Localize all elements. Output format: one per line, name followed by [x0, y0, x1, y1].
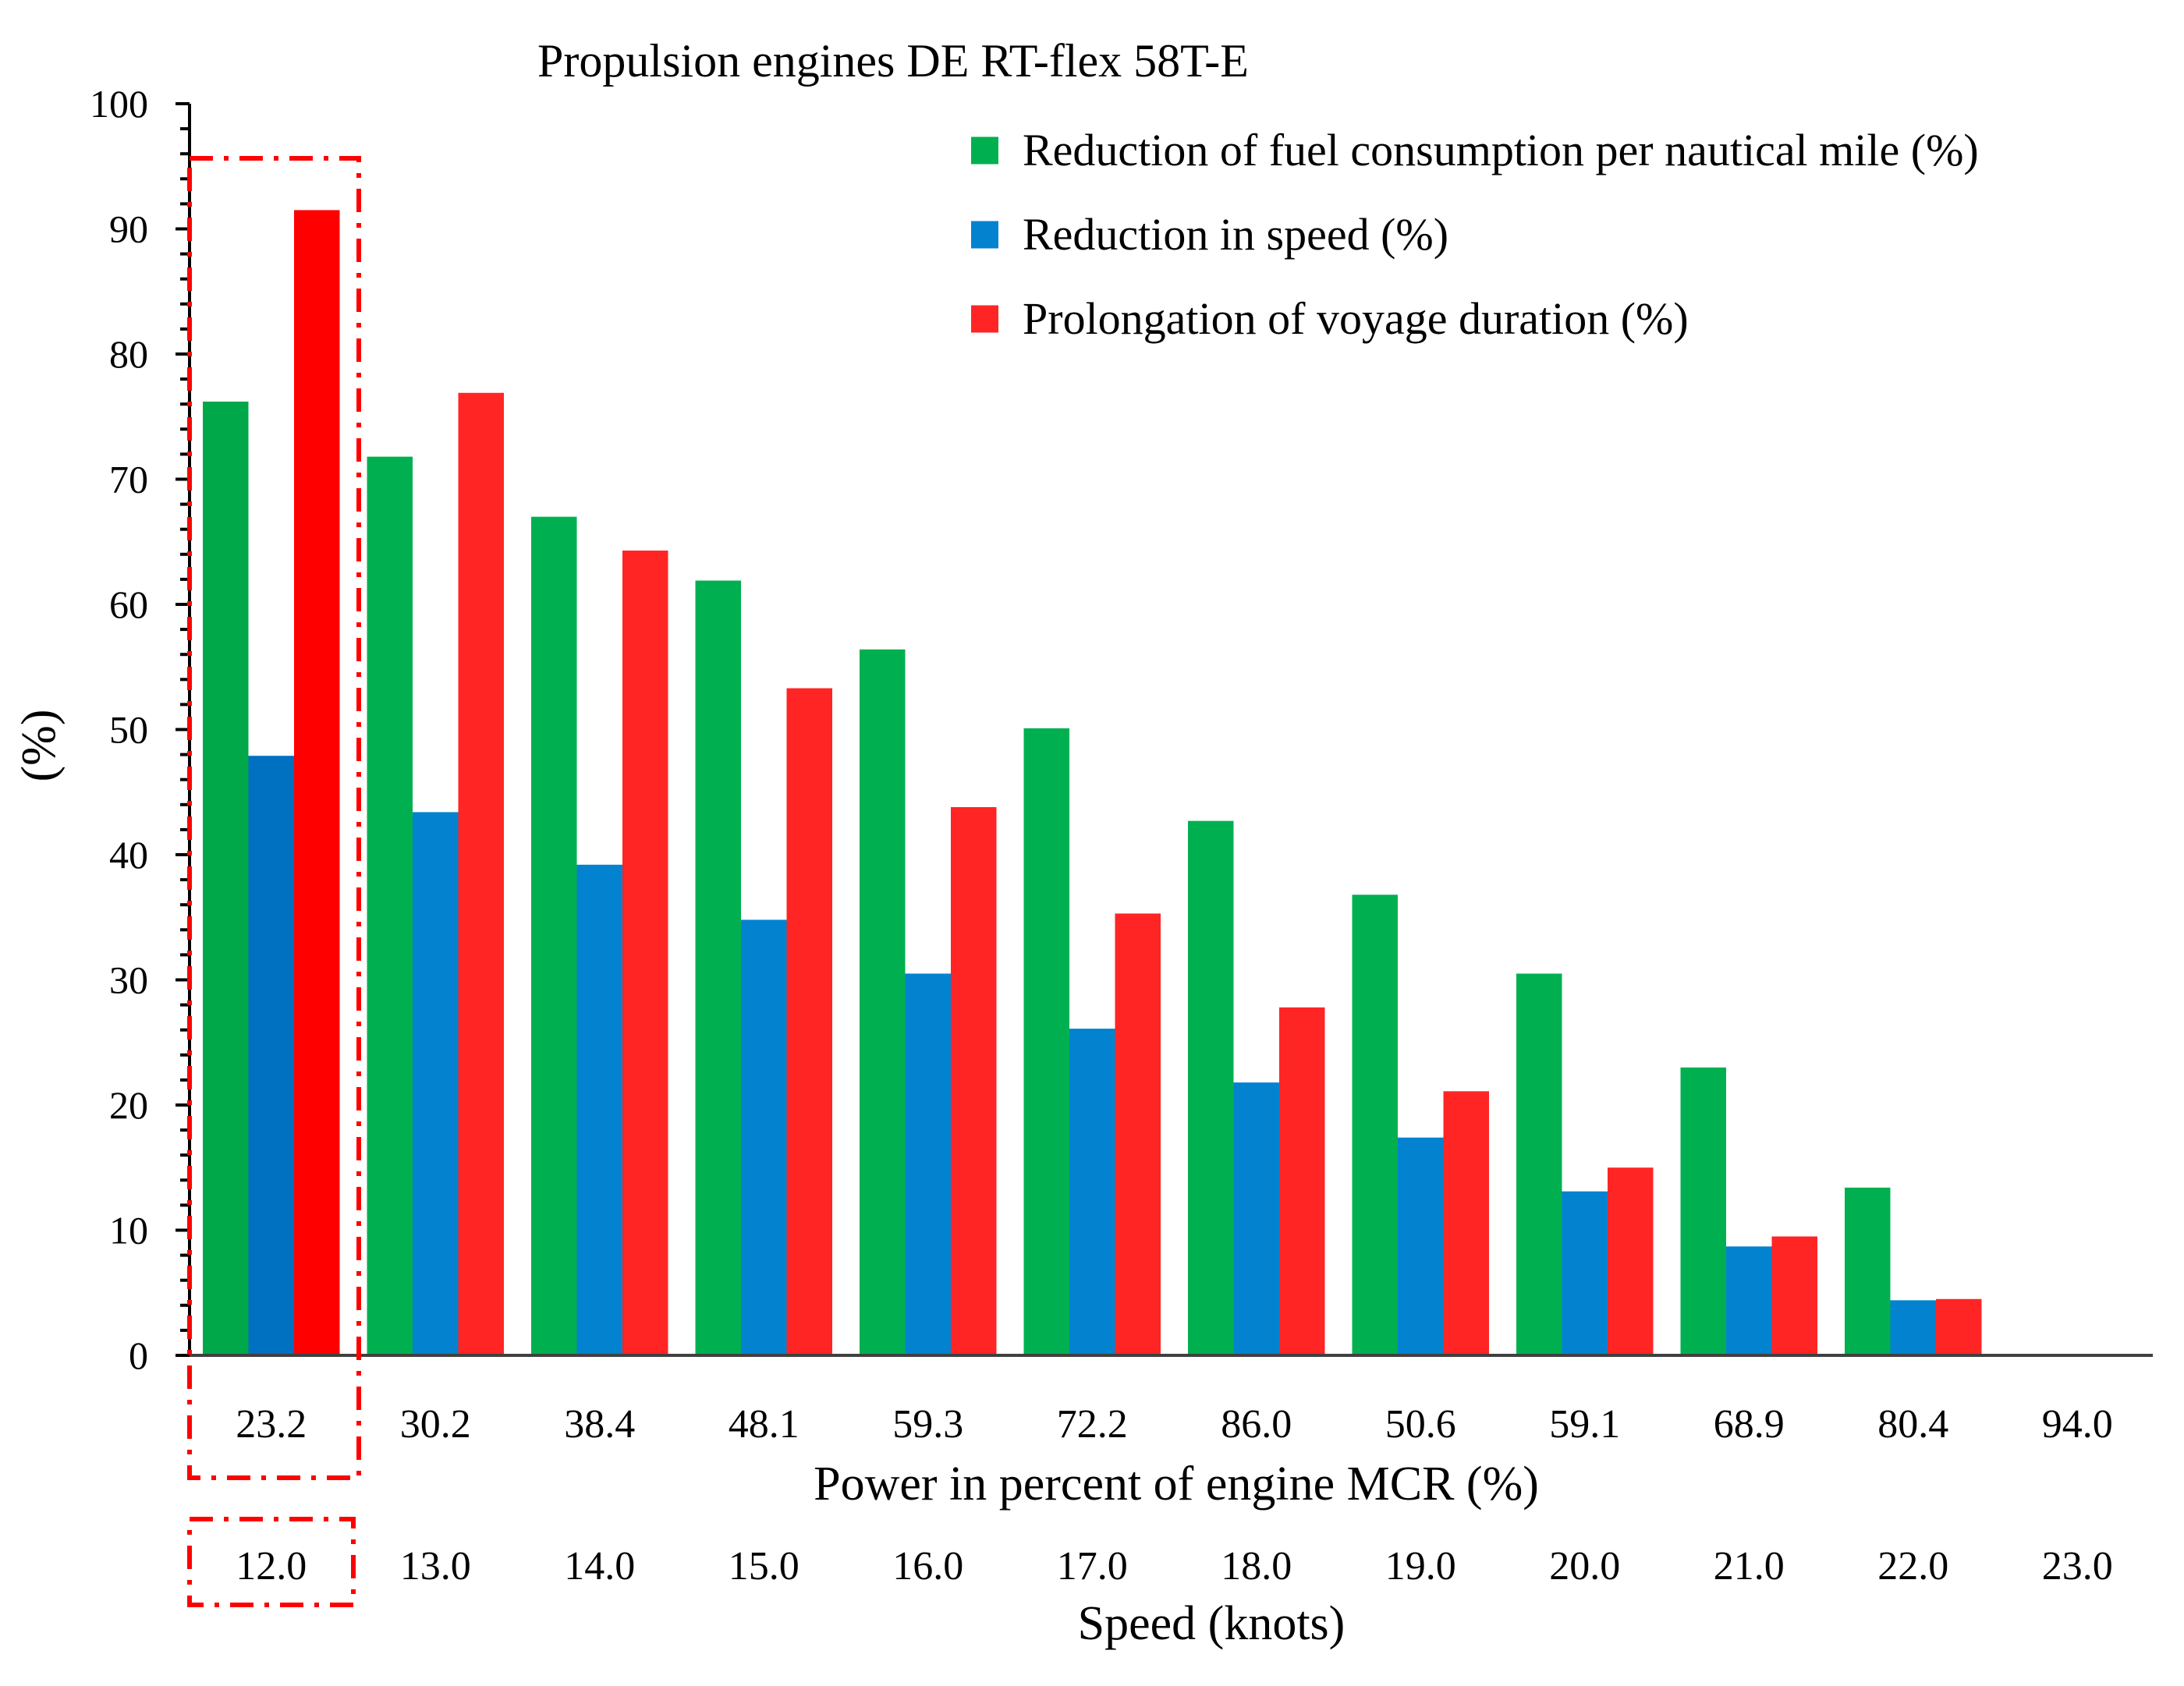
bar-series-1-38.4 — [531, 516, 577, 1355]
y-tick-label: 60 — [109, 583, 148, 626]
x-tick-label: 86.0 — [1221, 1402, 1292, 1447]
bar-series-2-68.9 — [1726, 1246, 1772, 1355]
x-tick-label: 38.4 — [564, 1402, 635, 1447]
y-tick-label: 100 — [90, 82, 148, 126]
secondary-x-tick-label: 13.0 — [400, 1544, 471, 1589]
bar-series-3-48.1 — [786, 688, 832, 1355]
y-tick-label: 50 — [109, 708, 148, 752]
bar-series-1-72.2 — [1023, 728, 1069, 1355]
secondary-x-tick-label: 18.0 — [1221, 1544, 1292, 1589]
x-axis-label: Power in percent of engine MCR (%) — [814, 1458, 1539, 1511]
bar-series-2-59.1 — [1562, 1191, 1608, 1355]
bar-series-1-80.4 — [1845, 1187, 1891, 1355]
bar-series-2-38.4 — [576, 864, 622, 1355]
bar-series-3-30.2 — [458, 392, 504, 1355]
legend-label-3: Prolongation of voyage duration (%) — [1023, 293, 1689, 344]
bar-series-3-38.4 — [622, 550, 668, 1355]
y-tick-label: 10 — [109, 1209, 148, 1252]
bar-series-3-72.2 — [1115, 913, 1161, 1355]
y-tick-label: 70 — [109, 458, 148, 501]
secondary-x-tick-label: 15.0 — [729, 1544, 800, 1589]
bar-series-3-80.4 — [1936, 1298, 1982, 1355]
x-tick-label: 48.1 — [729, 1402, 800, 1447]
legend-swatch-2 — [971, 221, 998, 249]
secondary-x-tick-label: 22.0 — [1877, 1544, 1948, 1589]
x-tick-labels: 23.2 30.2 38.4 48.1 59.3 72.2 86.0 50.6 59.1 68.9… — [236, 1402, 2113, 1589]
secondary-x-tick-label: 12.0 — [236, 1544, 307, 1589]
bar-series-2-59.3 — [905, 973, 951, 1355]
bar-series-3-59.3 — [951, 807, 997, 1355]
bar-series-3-68.9 — [1771, 1236, 1817, 1355]
bar-series-2-50.6 — [1398, 1137, 1444, 1355]
secondary-x-tick-label: 16.0 — [892, 1544, 963, 1589]
y-tick-label: 20 — [109, 1083, 148, 1127]
bar-series-2-86.0 — [1233, 1082, 1279, 1355]
x-tick-label: 23.2 — [236, 1402, 307, 1447]
bar-series-2-30.2 — [413, 812, 459, 1355]
bar-series-1-68.9 — [1680, 1067, 1726, 1355]
y-tick-label: 30 — [109, 958, 148, 1002]
secondary-x-tick-label: 14.0 — [564, 1544, 635, 1589]
bar-series-2-48.1 — [741, 919, 787, 1355]
secondary-x-tick-label: 21.0 — [1714, 1544, 1785, 1589]
x-tick-label: 68.9 — [1714, 1402, 1785, 1447]
bar-series-1-59.1 — [1516, 973, 1562, 1355]
bar-series-1-48.1 — [695, 580, 741, 1355]
bar-series-3-86.0 — [1279, 1007, 1325, 1355]
bar-series-2-23.2 — [248, 756, 294, 1355]
bar-series-1-86.0 — [1188, 820, 1234, 1355]
x-tick-label: 72.2 — [1057, 1402, 1128, 1447]
y-tick-label: 40 — [109, 833, 148, 877]
bar-series-3-23.2 — [294, 210, 340, 1355]
secondary-x-axis-label: Speed (knots) — [1078, 1597, 1346, 1650]
bar-series-1-23.2 — [203, 401, 249, 1355]
bar-series-2-72.2 — [1069, 1029, 1115, 1355]
legend: Reduction of fuel consumption per nautic… — [971, 125, 1979, 344]
secondary-x-tick-label: 23.0 — [2042, 1544, 2113, 1589]
highlight-boxes — [187, 156, 361, 1607]
highlight-box-main — [187, 156, 361, 1480]
y-tick-labels: 0 10 20 30 40 50 60 70 80 90 100 — [90, 82, 148, 1377]
legend-swatch-1 — [971, 136, 998, 165]
bar-series-3-59.1 — [1608, 1167, 1654, 1355]
bar-series-1-59.3 — [860, 649, 906, 1355]
bars-layer — [203, 210, 1982, 1355]
secondary-x-tick-label: 17.0 — [1057, 1544, 1128, 1589]
x-tick-label: 80.4 — [1877, 1402, 1948, 1447]
x-tick-label: 30.2 — [400, 1402, 471, 1447]
bar-series-1-50.6 — [1352, 894, 1398, 1355]
y-tick-label: 80 — [109, 332, 148, 376]
bar-series-1-30.2 — [367, 456, 413, 1355]
x-tick-label: 59.1 — [1549, 1402, 1620, 1447]
chart-title: Propulsion engines DE RT-flex 58T-E — [537, 35, 1249, 87]
y-tick-label: 0 — [129, 1334, 148, 1377]
bar-series-3-50.6 — [1443, 1091, 1489, 1355]
secondary-x-tick-label: 19.0 — [1385, 1544, 1456, 1589]
legend-label-1: Reduction of fuel consumption per nautic… — [1023, 125, 1979, 175]
x-tick-label: 50.6 — [1385, 1402, 1456, 1447]
x-tick-label: 94.0 — [2042, 1402, 2113, 1447]
y-axis-label: (%) — [12, 710, 66, 782]
legend-swatch-3 — [971, 305, 998, 333]
secondary-x-tick-label: 20.0 — [1549, 1544, 1620, 1589]
y-tick-label: 90 — [109, 207, 148, 251]
x-tick-label: 59.3 — [892, 1402, 963, 1447]
bar-series-2-80.4 — [1890, 1300, 1936, 1355]
highlight-box-speed — [187, 1517, 356, 1607]
legend-label-2: Reduction in speed (%) — [1023, 209, 1448, 260]
